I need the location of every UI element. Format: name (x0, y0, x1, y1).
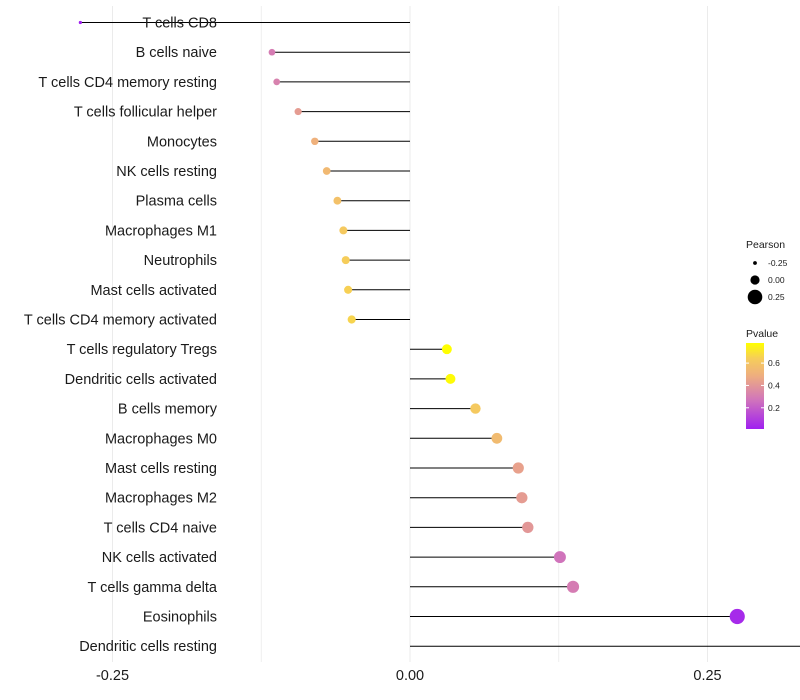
point-b-cells-memory (470, 403, 481, 414)
colorbar-tick-label: 0.4 (768, 380, 780, 390)
size-legend-items: -0.25 0.00 0.25 (747, 258, 788, 305)
point-t-cells-gamma-delta (566, 580, 580, 593)
point-macrophages-m2 (516, 492, 528, 504)
size-legend-label: 0.00 (768, 275, 785, 285)
category-label: T cells CD8 (142, 16, 217, 32)
category-label: Eosinophils (143, 610, 217, 626)
legend: Pearson Pvalue -0.25 0.00 0.25 0.6 0.4 0.2 (746, 239, 788, 429)
category-label: Macrophages M1 (105, 223, 217, 239)
category-label: T cells regulatory Tregs (67, 342, 217, 358)
pvalue-colorbar (746, 343, 764, 429)
colorbar-tick-label: 0.2 (768, 403, 780, 413)
lollipop-stems (80, 22, 800, 647)
category-label: T cells CD4 memory resting (38, 75, 217, 91)
point-t-cells-regulatory-tregs (441, 344, 452, 355)
size-legend-label: -0.25 (768, 258, 788, 268)
category-label: Plasma cells (136, 194, 217, 210)
category-label: T cells gamma delta (88, 580, 218, 596)
category-label: Macrophages M0 (105, 431, 217, 447)
size-legend-dot (753, 261, 757, 265)
point-t-cells-cd4-naive (522, 521, 534, 534)
point-macrophages-m0 (491, 432, 503, 444)
category-label: NK cells activated (102, 550, 217, 566)
point-nk-cells-activated (553, 551, 566, 564)
x-axis-ticks: -0.250.000.250.50 (96, 668, 722, 684)
lollipop-points (78, 20, 745, 625)
category-label: Monocytes (147, 134, 217, 150)
size-legend-label: 0.25 (768, 292, 785, 302)
point-monocytes (311, 137, 319, 146)
color-legend-title: Pvalue (746, 328, 778, 340)
x-tick-label: 0.00 (396, 668, 424, 684)
point-neutrophils (341, 256, 350, 265)
category-label: Dendritic cells activated (65, 372, 217, 388)
category-label: T cells CD4 naive (104, 520, 217, 536)
size-legend-title: Pearson (746, 239, 785, 251)
category-label: B cells naive (136, 45, 217, 61)
category-label: B cells memory (118, 402, 218, 418)
x-tick-label: -0.25 (96, 668, 129, 684)
point-plasma-cells (333, 196, 342, 205)
category-label: NK cells resting (116, 164, 217, 180)
point-macrophages-m1 (339, 226, 348, 235)
colorbar-tick-label: 0.6 (768, 358, 780, 368)
size-legend-dot (750, 275, 760, 285)
category-labels: T cells CD8 B cells naive T cells CD4 memo… (24, 16, 218, 656)
category-label: Mast cells resting (105, 461, 217, 477)
category-label: Dendritic cells resting (79, 639, 217, 655)
point-mast-cells-resting (512, 462, 524, 474)
category-label: Mast cells activated (90, 283, 217, 299)
point-mast-cells-activated (344, 285, 353, 294)
point-b-cells-naive (268, 48, 276, 56)
category-label: Macrophages M2 (105, 491, 217, 507)
category-label: T cells CD4 memory activated (24, 313, 217, 329)
category-label: T cells follicular helper (74, 105, 217, 121)
x-tick-label: 0.25 (693, 668, 721, 684)
point-t-cells-cd4-memory-activated (347, 315, 356, 324)
point-eosinophils (729, 608, 745, 625)
point-t-cells-cd4-memory-resting (273, 78, 281, 86)
point-dendritic-cells-activated (445, 373, 456, 384)
point-t-cells-follicular-helper (294, 108, 302, 116)
point-nk-cells-resting (322, 167, 331, 175)
size-legend-dot (747, 289, 763, 305)
point-t-cells-cd8 (78, 20, 82, 25)
category-label: Neutrophils (144, 253, 217, 269)
color-legend-ticks: 0.6 0.4 0.2 (746, 358, 780, 413)
